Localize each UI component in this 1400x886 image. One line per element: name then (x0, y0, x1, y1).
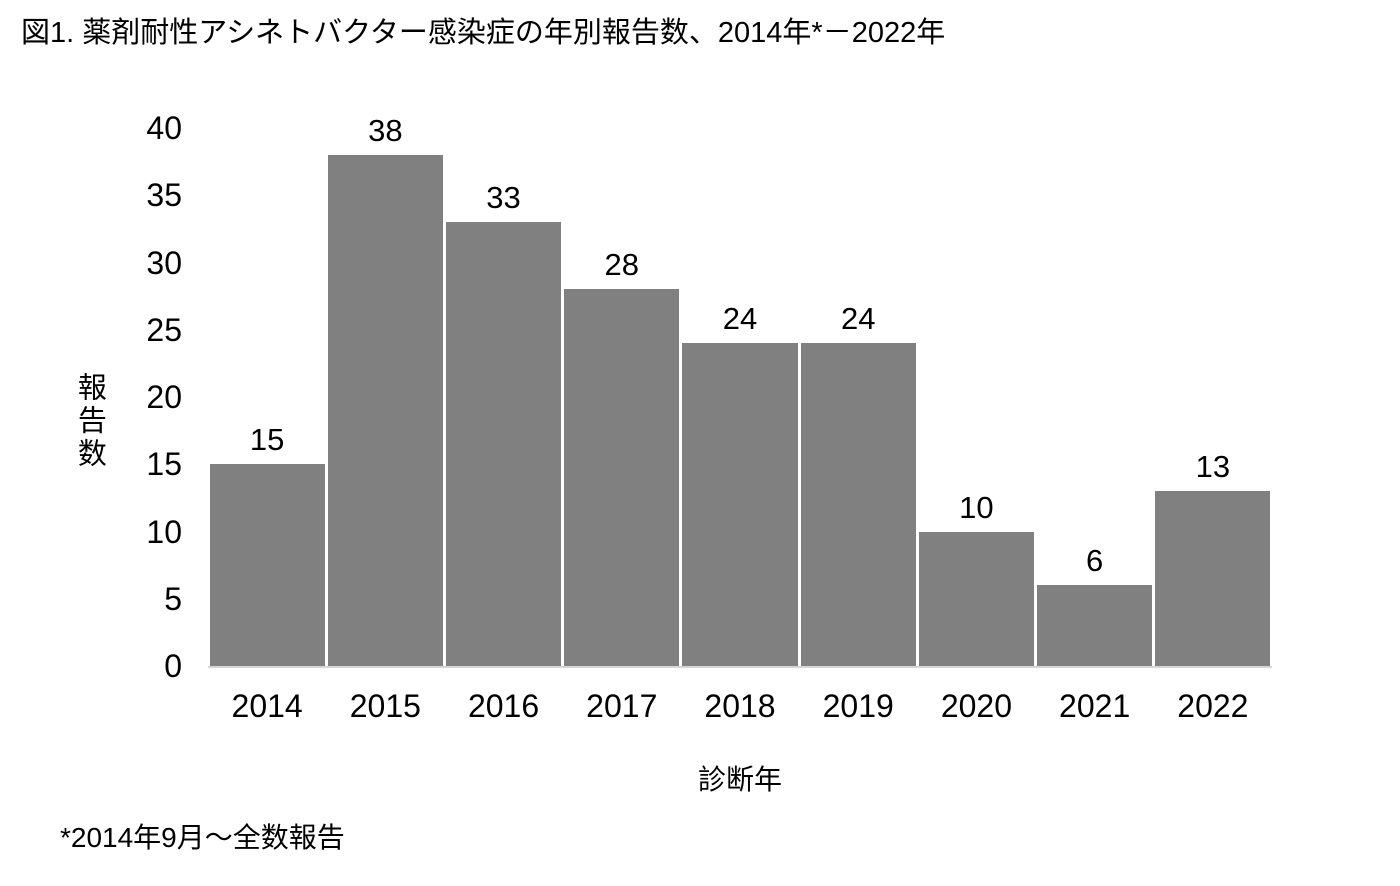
x-tick-label: 2022 (1177, 688, 1249, 724)
bar-2020 (918, 531, 1035, 666)
bar-2022 (1155, 491, 1271, 666)
bar-slot-2021: 6 (1036, 128, 1154, 666)
bar-slot-2015: 38 (326, 113, 444, 666)
x-tick-label: 2019 (822, 688, 894, 724)
bar-value-label: 6 (1086, 543, 1104, 579)
x-tick-label: 2021 (1059, 688, 1131, 724)
bar-slot-2019: 24 (799, 128, 917, 666)
bar-value-label: 15 (249, 422, 285, 458)
x-tick-label: 2016 (467, 688, 540, 724)
y-tick-label: 5 (164, 580, 182, 617)
x-tick-label: 2020 (940, 688, 1013, 724)
bar-value-label: 38 (368, 112, 403, 148)
y-tick-label: 20 (146, 379, 182, 415)
bar-slot-2018: 24 (681, 128, 799, 666)
x-tick-label: 2015 (349, 688, 421, 724)
bars-row: 15 38 33 28 24 24 10 6 13 (208, 113, 1272, 666)
chart-title: 図1. 薬剤耐性アシネトバクター感染症の年別報告数、2014年*－2022年 (21, 17, 946, 49)
y-axis-ticks: 0 5 10 15 20 25 30 35 40 (0, 110, 182, 684)
bar-2016 (445, 222, 562, 666)
x-axis-label: 診断年 (697, 764, 782, 795)
y-tick-label: 15 (146, 446, 182, 483)
bar-value-label: 33 (486, 180, 521, 216)
bar-2014 (209, 464, 325, 666)
y-tick-label: 35 (146, 177, 182, 214)
y-tick-label: 40 (146, 110, 182, 146)
bar-value-label: 24 (840, 301, 876, 337)
y-tick-label: 30 (146, 244, 182, 281)
bar-value-label: 13 (1195, 449, 1231, 485)
x-tick-label: 2017 (586, 688, 658, 724)
bar-value-label: 24 (722, 301, 758, 337)
x-axis-ticks: 2014 2015 2016 2017 2018 2019 2020 2021 2022 (208, 688, 1272, 725)
y-tick-label: 10 (146, 513, 182, 550)
y-axis-label: 報告数 (73, 372, 106, 471)
bar-slot-2020: 10 (917, 128, 1035, 666)
bar-value-label: 10 (959, 489, 994, 525)
x-tick-label: 2018 (704, 688, 776, 724)
bar-slot-2016: 33 (444, 128, 562, 666)
y-tick-label: 0 (164, 648, 182, 684)
bar-2019 (800, 343, 916, 666)
bar-slot-2014: 15 (208, 128, 326, 666)
bar-slot-2022: 13 (1154, 128, 1272, 666)
bar-2017 (564, 289, 680, 666)
bar-2021 (1037, 585, 1153, 666)
footnote: *2014年9月～全数報告 (60, 822, 345, 853)
bar-2015 (327, 154, 443, 666)
y-tick-label: 25 (146, 311, 182, 348)
x-tick-label: 2014 (231, 688, 303, 724)
bar-value-label: 28 (604, 247, 639, 283)
bar-slot-2017: 28 (563, 128, 681, 666)
bar-2018 (682, 343, 798, 666)
plot-area: 15 38 33 28 24 24 10 6 13 (208, 113, 1272, 668)
